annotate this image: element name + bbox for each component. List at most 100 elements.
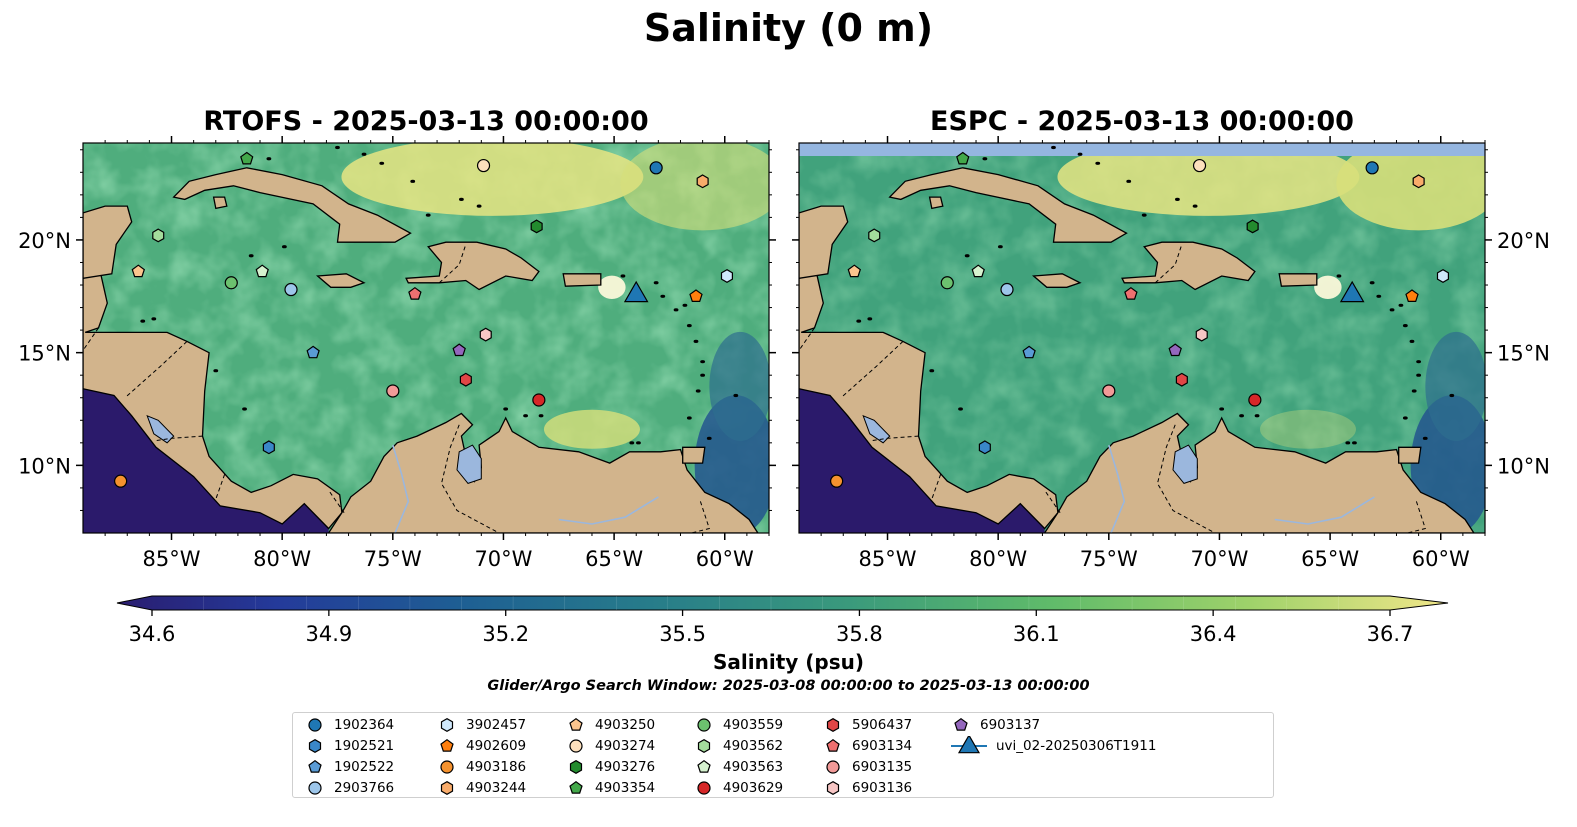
legend-item-4903629[interactable]: 4903629 — [694, 778, 783, 798]
circle-marker-icon — [697, 718, 711, 732]
marker-4903562[interactable] — [868, 228, 881, 243]
pentagon-marker-icon — [440, 738, 454, 752]
legend-item-4903244[interactable]: 4903244 — [437, 778, 526, 798]
legend-label: 1902522 — [334, 759, 395, 775]
marker-1902364[interactable] — [1365, 161, 1379, 175]
legend-label: 4903562 — [723, 738, 784, 754]
lon-tick-label: 80°W — [253, 547, 311, 571]
legend-label: 4903244 — [466, 780, 527, 796]
marker-4902609[interactable] — [689, 289, 703, 302]
legend-label: 4903186 — [466, 759, 527, 775]
figure-title: Salinity (0 m) — [643, 6, 934, 50]
marker-4903629[interactable] — [532, 393, 546, 407]
marker-5906437[interactable] — [1175, 372, 1188, 387]
legend-label: 3902457 — [466, 717, 527, 733]
marker-6903136[interactable] — [479, 327, 492, 342]
legend-item-4903276[interactable]: 4903276 — [566, 757, 655, 777]
marker-4903274[interactable] — [1192, 158, 1207, 173]
marker-4903244[interactable] — [1412, 174, 1425, 189]
lat-tick-label: 15°N — [1497, 342, 1550, 366]
marker-4903629[interactable] — [1248, 393, 1262, 407]
marker-4903276[interactable] — [530, 219, 543, 234]
legend-item-6903135[interactable]: 6903135 — [823, 757, 912, 777]
legend-item-4903562[interactable]: 4903562 — [694, 736, 783, 756]
legend-item-4903559[interactable]: 4903559 — [694, 715, 783, 735]
marker-1902522[interactable] — [1022, 345, 1036, 359]
circle-marker-icon — [697, 781, 711, 795]
legend-item-1902522[interactable]: 1902522 — [305, 757, 394, 777]
legend-item-2903766[interactable]: 2903766 — [305, 778, 394, 798]
rtofs-map: 85°W 80°W 75°W 70°W 65°W 60°W 20°N 15°N 10°N — [18, 136, 776, 571]
colorbar-tick-label: 34.6 — [129, 622, 176, 646]
lon-tick-label: 65°W — [1301, 547, 1359, 571]
marker-5906437[interactable] — [459, 372, 472, 387]
lon-tick-label: 85°W — [859, 547, 917, 571]
legend-item-4902609[interactable]: 4902609 — [437, 736, 526, 756]
legend-label: uvi_02-20250306T1911 — [996, 738, 1157, 754]
marker-4903250[interactable] — [131, 264, 146, 278]
marker-2903766[interactable] — [284, 282, 298, 297]
lon-tick-label: 75°W — [1080, 547, 1138, 571]
marker-uvi_02-20250306T1911[interactable] — [1339, 280, 1365, 303]
marker-4903276[interactable] — [1246, 219, 1259, 234]
rtofs-panel-title: RTOFS - 2025-03-13 00:00:00 — [203, 106, 649, 137]
marker-uvi_02-20250306T1911[interactable] — [623, 280, 649, 303]
marker-4903250[interactable] — [847, 264, 862, 278]
marker-4903186[interactable] — [114, 474, 128, 488]
legend: 1902364 1902521 1902522 2903766 3902457 49026… — [292, 712, 1274, 798]
marker-4903559[interactable] — [224, 276, 238, 290]
marker-4902609[interactable] — [1405, 289, 1419, 302]
marker-6903137[interactable] — [452, 343, 466, 357]
marker-3902457[interactable] — [1436, 269, 1450, 283]
legend-item-5906437[interactable]: 5906437 — [823, 715, 912, 735]
legend-item-4903354[interactable]: 4903354 — [566, 778, 655, 798]
marker-4903562[interactable] — [152, 228, 165, 243]
legend-label: 4902609 — [466, 738, 527, 754]
pentagon-marker-icon — [569, 717, 583, 731]
colorbar-label: Salinity (psu) — [712, 650, 864, 674]
marker-4903186[interactable] — [830, 474, 844, 488]
marker-1902364[interactable] — [649, 161, 663, 175]
search-window-text: Glider/Argo Search Window: 2025-03-08 00… — [487, 678, 1090, 694]
colorbar: 34.6 34.9 35.2 35.5 35.8 36.1 36.4 36.7 — [116, 595, 1449, 646]
circle-marker-icon — [308, 781, 322, 795]
legend-item-6903134[interactable]: 6903134 — [823, 736, 912, 756]
legend-item-1902521[interactable]: 1902521 — [305, 736, 394, 756]
legend-item-4903563[interactable]: 4903563 — [694, 757, 783, 777]
hexagon-marker-icon — [569, 760, 583, 774]
marker-4903274[interactable] — [476, 158, 491, 173]
marker-6903134[interactable] — [408, 286, 422, 300]
legend-item-1902364[interactable]: 1902364 — [305, 715, 394, 735]
lon-tick-label: 85°W — [143, 547, 201, 571]
lon-tick-label: 80°W — [969, 547, 1027, 571]
legend-item-4903186[interactable]: 4903186 — [437, 757, 526, 777]
lon-tick-label: 75°W — [364, 547, 422, 571]
marker-6903137[interactable] — [1168, 343, 1182, 357]
marker-2903766[interactable] — [1000, 282, 1014, 297]
colorbar-tick-label: 36.7 — [1367, 622, 1414, 646]
marker-6903135[interactable] — [1102, 384, 1116, 398]
marker-4903563[interactable] — [971, 264, 985, 278]
marker-1902521[interactable] — [978, 440, 991, 455]
marker-1902521[interactable] — [262, 440, 275, 455]
legend-item-4903274[interactable]: 4903274 — [566, 736, 655, 756]
marker-4903354[interactable] — [956, 151, 970, 165]
legend-item-6903137[interactable]: 6903137 — [951, 715, 1040, 735]
legend-item-uvi_02-20250306T1911[interactable]: uvi_02-20250306T1911 — [951, 736, 1156, 756]
legend-item-4903250[interactable]: 4903250 — [566, 715, 655, 735]
marker-4903354[interactable] — [240, 151, 254, 165]
legend-item-6903136[interactable]: 6903136 — [823, 778, 912, 798]
marker-4903563[interactable] — [255, 264, 269, 278]
legend-item-3902457[interactable]: 3902457 — [437, 715, 526, 735]
marker-6903135[interactable] — [386, 384, 400, 398]
marker-3902457[interactable] — [720, 269, 734, 283]
marker-4903244[interactable] — [696, 174, 709, 189]
espc-map: 85°W 80°W 75°W 70°W 65°W 60°W 20°N 15°N 10°N — [792, 136, 1550, 571]
pentagon-marker-icon — [308, 759, 322, 773]
marker-1902522[interactable] — [306, 345, 320, 359]
circle-marker-icon — [308, 718, 322, 732]
marker-6903134[interactable] — [1124, 286, 1138, 300]
marker-6903136[interactable] — [1195, 327, 1208, 342]
legend-label: 6903135 — [852, 759, 913, 775]
marker-4903559[interactable] — [940, 276, 954, 290]
